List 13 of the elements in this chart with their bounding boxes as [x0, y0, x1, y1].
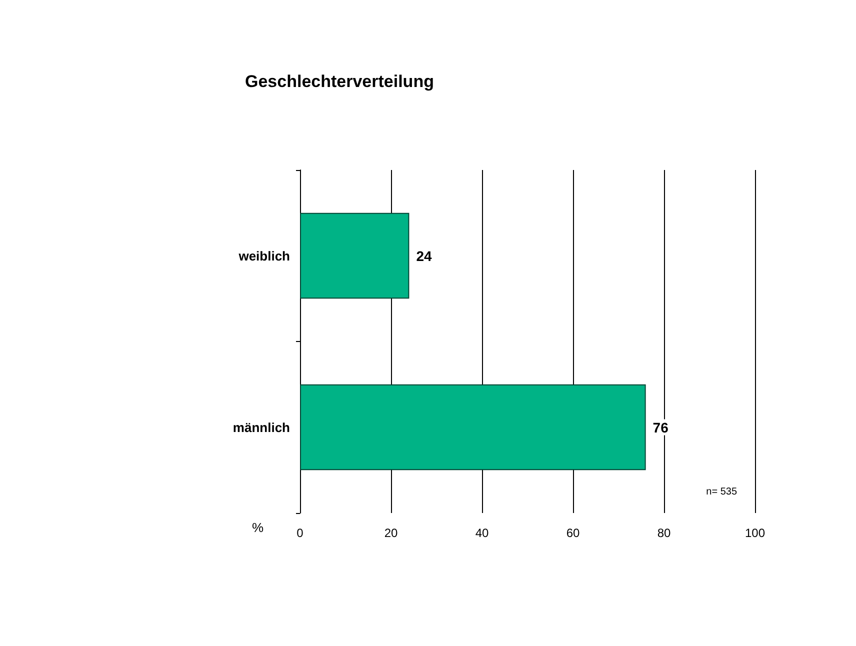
- data-label: 24: [416, 248, 432, 264]
- x-tick-label: 80: [657, 526, 671, 540]
- y-tick-label: weiblich: [238, 248, 290, 264]
- x-tick-label: 60: [566, 526, 580, 540]
- data-label: 76: [652, 419, 669, 436]
- x-axis-title: %: [252, 520, 264, 535]
- chart-title: Geschlechterverteilung: [245, 72, 434, 91]
- annotation: n= 535: [706, 486, 738, 498]
- x-tick-label: 40: [475, 526, 489, 540]
- x-tick-label: 20: [384, 526, 398, 540]
- x-tick-label: 100: [744, 526, 766, 540]
- x-tick-label: 0: [296, 526, 304, 540]
- y-tick-label: männlich: [232, 420, 290, 435]
